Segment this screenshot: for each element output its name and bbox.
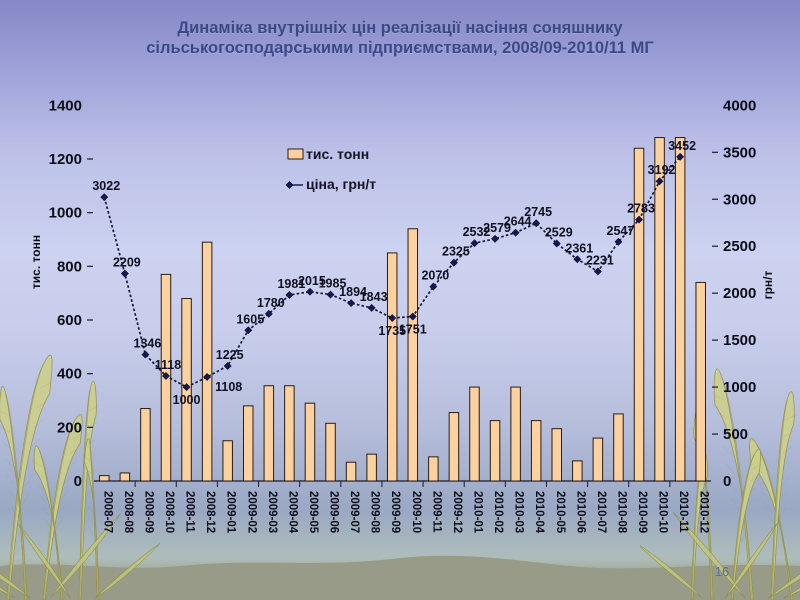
svg-text:2010-08: 2010-08 <box>615 491 627 534</box>
svg-text:2529: 2529 <box>545 225 573 239</box>
svg-text:3022: 3022 <box>92 179 120 193</box>
svg-text:2745: 2745 <box>524 205 552 219</box>
svg-text:2010-06: 2010-06 <box>574 491 586 533</box>
svg-text:1780: 1780 <box>257 296 285 310</box>
svg-text:0: 0 <box>723 473 731 490</box>
svg-text:2325: 2325 <box>442 245 470 259</box>
svg-text:1118: 1118 <box>155 358 181 372</box>
svg-text:3500: 3500 <box>723 144 756 161</box>
svg-text:600: 600 <box>57 312 82 329</box>
svg-text:200: 200 <box>57 419 82 436</box>
svg-text:2010-01: 2010-01 <box>471 491 483 534</box>
svg-text:2010-12: 2010-12 <box>698 491 710 533</box>
svg-text:1000: 1000 <box>173 393 201 407</box>
svg-text:2231: 2231 <box>586 253 614 267</box>
svg-text:1843: 1843 <box>360 290 388 304</box>
svg-text:3000: 3000 <box>723 191 756 208</box>
svg-text:2010-11: 2010-11 <box>677 491 689 533</box>
svg-text:2009-08: 2009-08 <box>369 491 381 534</box>
svg-text:1000: 1000 <box>723 379 756 396</box>
svg-text:400: 400 <box>57 366 82 383</box>
svg-text:16: 16 <box>715 564 729 579</box>
svg-text:2009-05: 2009-05 <box>307 491 319 534</box>
svg-text:2008-10: 2008-10 <box>163 491 175 533</box>
svg-text:2070: 2070 <box>421 269 449 283</box>
svg-text:1346: 1346 <box>134 337 162 351</box>
svg-text:1605: 1605 <box>236 312 264 326</box>
svg-text:2010-02: 2010-02 <box>492 491 504 533</box>
svg-text:1751: 1751 <box>399 323 427 337</box>
svg-text:2010-04: 2010-04 <box>533 491 545 534</box>
svg-text:2000: 2000 <box>723 285 756 302</box>
svg-text:3192: 3192 <box>648 163 676 177</box>
svg-text:1200: 1200 <box>49 151 82 168</box>
svg-text:0: 0 <box>74 473 82 490</box>
svg-text:1500: 1500 <box>723 332 756 349</box>
svg-text:1225: 1225 <box>216 348 244 362</box>
svg-text:2010-07: 2010-07 <box>595 491 607 533</box>
svg-text:2009-03: 2009-03 <box>266 491 278 533</box>
svg-text:2009-04: 2009-04 <box>286 491 298 534</box>
svg-text:4000: 4000 <box>723 97 756 114</box>
svg-text:2010-05: 2010-05 <box>554 491 566 534</box>
svg-text:2009-11: 2009-11 <box>430 491 442 533</box>
svg-text:1000: 1000 <box>49 205 82 222</box>
svg-text:2008-07: 2008-07 <box>101 491 113 533</box>
svg-text:800: 800 <box>57 258 82 275</box>
svg-text:тис. тонн: тис. тонн <box>306 146 369 162</box>
svg-text:3452: 3452 <box>668 139 696 153</box>
svg-text:2009-01: 2009-01 <box>225 491 237 534</box>
svg-text:2009-09: 2009-09 <box>389 491 401 533</box>
svg-text:2783: 2783 <box>627 202 655 216</box>
svg-text:грн/т: грн/т <box>761 270 775 299</box>
svg-text:2010-03: 2010-03 <box>513 491 525 533</box>
svg-text:2008-08: 2008-08 <box>122 491 134 534</box>
svg-text:2009-07: 2009-07 <box>348 491 360 533</box>
svg-text:ціна, грн/т: ціна, грн/т <box>306 176 376 192</box>
svg-text:2010-10: 2010-10 <box>657 491 669 533</box>
svg-text:2547: 2547 <box>607 224 635 238</box>
svg-text:1400: 1400 <box>49 97 82 114</box>
svg-text:2009-06: 2009-06 <box>328 491 340 533</box>
svg-text:2008-09: 2008-09 <box>142 491 154 533</box>
svg-text:500: 500 <box>723 426 748 443</box>
svg-text:2010-09: 2010-09 <box>636 491 648 533</box>
svg-text:2009-02: 2009-02 <box>245 491 257 533</box>
svg-text:2009-10: 2009-10 <box>410 491 422 533</box>
svg-text:2209: 2209 <box>113 256 141 270</box>
svg-text:1108: 1108 <box>215 380 242 394</box>
svg-text:2008-12: 2008-12 <box>204 491 216 533</box>
svg-text:2008-11: 2008-11 <box>184 491 196 533</box>
svg-text:2500: 2500 <box>723 238 756 255</box>
svg-text:2009-12: 2009-12 <box>451 491 463 533</box>
svg-text:тис. тонн: тис. тонн <box>29 235 43 289</box>
